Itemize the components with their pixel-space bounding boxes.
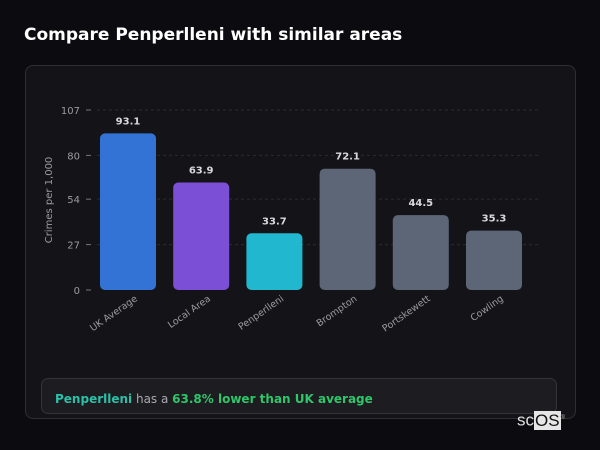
x-tick-label: Penperlleni xyxy=(237,293,287,332)
bar xyxy=(466,230,522,290)
bar-value-label: 72.1 xyxy=(335,152,360,163)
scos-logo: scOS® xyxy=(517,410,565,430)
x-tick-label: UK Average xyxy=(88,293,140,334)
bar-value-label: 33.7 xyxy=(262,216,287,227)
x-tick-label: Brompton xyxy=(315,293,360,329)
bar xyxy=(246,233,303,290)
bar xyxy=(392,215,449,290)
y-tick-label: 27 xyxy=(67,241,80,252)
y-tick-label: 54 xyxy=(67,195,80,206)
y-tick-label: 80 xyxy=(67,151,80,162)
y-axis-label: Crimes per 1,000 xyxy=(44,157,55,244)
page-title: Compare Penperlleni with similar areas xyxy=(24,25,403,45)
x-tick-label: Cowling xyxy=(469,293,506,324)
summary-area: Penperlleni xyxy=(55,392,133,406)
y-tick-label: 0 xyxy=(74,286,80,297)
bar-value-label: 63.9 xyxy=(189,166,214,177)
bar-value-label: 35.3 xyxy=(482,214,507,225)
x-tick-label: Portskewett xyxy=(380,293,432,334)
summary-comparison: 63.8% lower than UK average xyxy=(172,392,373,406)
bar xyxy=(100,133,156,290)
x-tick-label: Local Area xyxy=(166,293,213,330)
y-tick-label: 107 xyxy=(61,106,80,117)
summary-middle: has a xyxy=(132,392,173,406)
summary-box: Penperlleni has a 63.8% lower than UK av… xyxy=(41,378,557,414)
bar-value-label: 93.1 xyxy=(116,116,141,127)
bar xyxy=(173,182,230,290)
bar xyxy=(319,168,376,290)
bar-value-label: 44.5 xyxy=(408,198,433,209)
